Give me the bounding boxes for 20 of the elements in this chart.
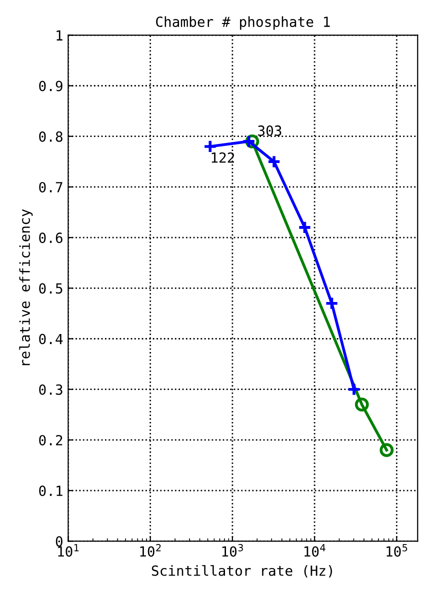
y-tick-label: 0.8: [39, 131, 62, 142]
y-tick-label: 0.6: [39, 232, 62, 244]
y-axis-title: relative efficiency: [19, 209, 33, 366]
y-tick-label: 0.3: [39, 384, 62, 395]
y-tick-label: 0: [56, 536, 62, 547]
x-tick-label: 10$^{3}$: [222, 544, 243, 557]
x-axis-title: Scintillator rate (Hz): [152, 565, 332, 578]
y-tick-label: 0.5: [39, 283, 62, 294]
y-tick-label: 0.7: [39, 182, 62, 192]
annotation: 303: [258, 125, 282, 136]
x-tick-label: 10$^{5}$: [386, 544, 408, 557]
annotation: 122: [212, 152, 234, 163]
y-tick-label: 0.1: [39, 486, 62, 496]
y-tick-label: 0.2: [39, 434, 62, 446]
y-tick-label: 0.4: [39, 334, 63, 344]
chart-title: Chamber # phosphate 1: [156, 16, 330, 30]
x-tick-label: 10$^{2}$: [140, 544, 161, 557]
y-tick-label: 0.9: [39, 80, 62, 92]
y-tick-label: 1: [56, 30, 62, 40]
x-tick-label: 10$^{4}$: [304, 544, 326, 557]
